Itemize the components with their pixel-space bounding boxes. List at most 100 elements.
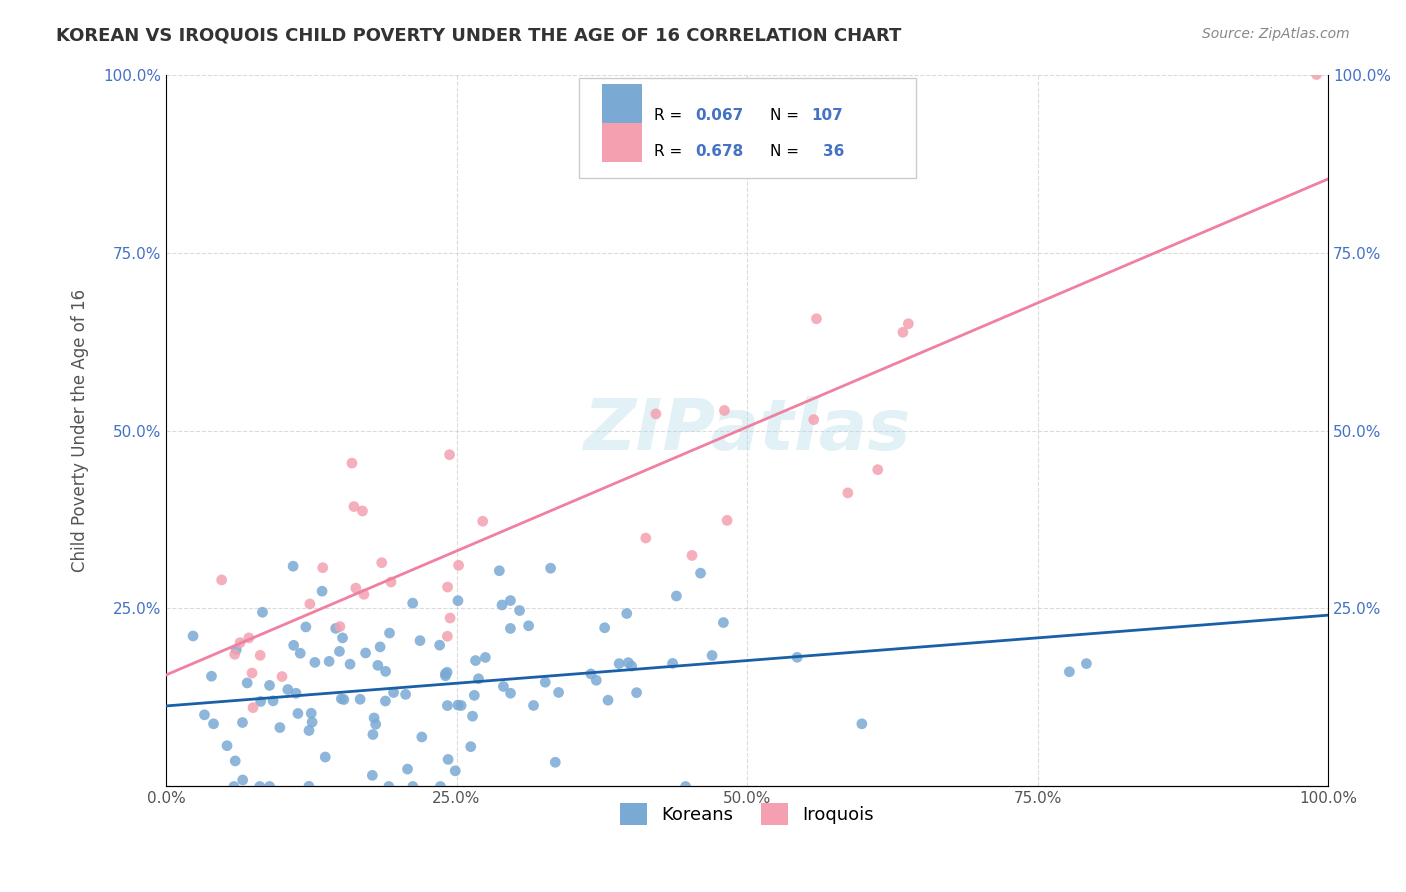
Point [786,650,808,665]
Point [626,686,648,700]
Point [579,667,602,681]
Point [238,631,260,645]
Point [436,665,458,680]
Point [464,654,486,668]
Text: 0.067: 0.067 [695,108,742,122]
Text: N =: N = [770,108,804,122]
Point [439,611,461,625]
Point [380,575,402,590]
Point [374,665,396,679]
Point [891,326,914,340]
Point [259,780,281,794]
Point [353,587,375,601]
Point [361,768,384,782]
Point [339,657,361,672]
Point [378,626,401,640]
Legend: Koreans, Iroquois: Koreans, Iroquois [612,795,883,834]
Point [866,463,889,477]
Point [434,666,457,681]
Point [311,584,333,599]
Y-axis label: Child Poverty Under the Age of 16: Child Poverty Under the Age of 16 [72,289,89,572]
Point [332,631,354,645]
Point [312,560,335,574]
Point [803,412,825,426]
FancyBboxPatch shape [578,78,915,178]
Point [298,779,321,793]
Point [290,646,312,660]
Point [436,629,458,643]
Point [444,764,467,778]
Point [474,650,496,665]
Point [287,706,309,721]
Point [211,573,233,587]
Point [436,580,458,594]
Point [329,619,352,633]
Point [349,692,371,706]
Point [447,698,470,712]
Point [202,716,225,731]
Point [277,682,299,697]
Point [368,640,391,654]
Text: R =: R = [654,108,688,122]
Point [252,605,274,619]
Point [689,566,711,581]
Point [661,657,683,671]
Point [681,549,703,563]
Text: 0.678: 0.678 [695,145,742,160]
Point [713,403,735,417]
Point [193,707,215,722]
Point [225,642,247,657]
Point [837,486,859,500]
Point [499,622,522,636]
Point [607,657,630,671]
Point [429,780,451,794]
Point [249,648,271,663]
Point [262,694,284,708]
Point [471,514,494,528]
Text: ZIPatlas: ZIPatlas [583,396,911,465]
Point [304,656,326,670]
Point [517,619,540,633]
Point [1059,665,1081,679]
Point [283,638,305,652]
Point [396,762,419,776]
Text: N =: N = [770,145,804,160]
Point [382,685,405,699]
Point [467,672,489,686]
Point [522,698,544,713]
Point [491,598,513,612]
Point [617,656,640,670]
Point [344,581,367,595]
Point [215,739,238,753]
Point [434,669,457,683]
Point [394,687,416,701]
Point [330,691,353,706]
Point [240,666,263,681]
Point [249,694,271,708]
Point [499,593,522,607]
Point [897,317,920,331]
Point [271,669,294,683]
Point [200,669,222,683]
Point [492,680,515,694]
Point [499,686,522,700]
Point [634,531,657,545]
Point [411,730,433,744]
Point [461,709,484,723]
Point [285,686,308,700]
Point [460,739,482,754]
Text: R =: R = [654,145,688,160]
Point [585,673,607,688]
Point [299,706,322,721]
Text: 107: 107 [811,108,842,122]
Point [700,648,723,663]
Point [675,780,697,794]
Point [181,629,204,643]
Text: 36: 36 [823,145,844,160]
Point [224,648,246,662]
Point [343,500,366,514]
Point [596,693,619,707]
Point [371,556,394,570]
Point [281,559,304,574]
Point [463,689,485,703]
